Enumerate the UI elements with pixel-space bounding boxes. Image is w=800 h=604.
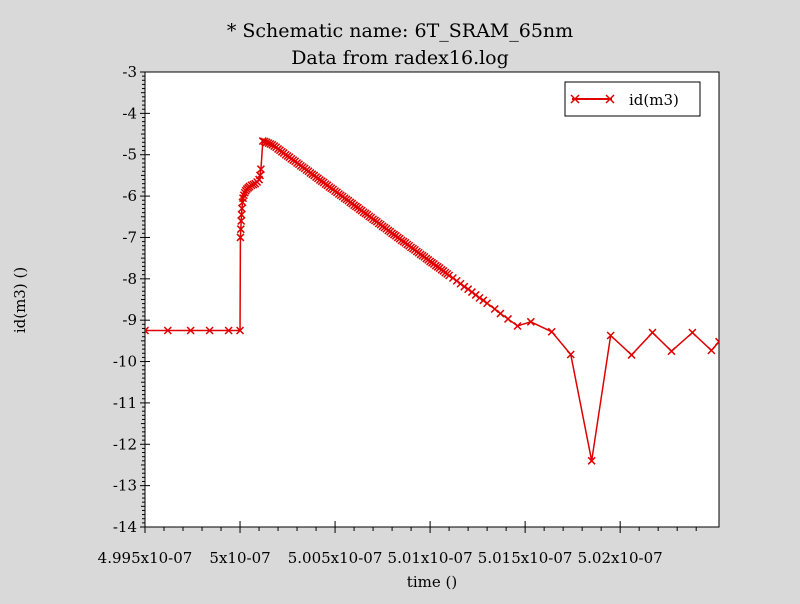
data-point [707,346,716,355]
data-point [496,309,505,318]
y-tick-label: -12 [113,435,137,453]
x-tick-label: 5.02x10-07 [578,549,663,567]
data-point [627,350,636,359]
data-point [255,171,265,180]
chart-subtitle: Data from radex16.log [291,47,509,69]
y-tick-label: -14 [113,518,137,536]
data-point [145,326,150,335]
legend-markers [570,94,615,104]
y-tick-label: -7 [122,228,137,246]
y-tick-label: -3 [122,63,137,81]
data-point [205,326,214,335]
data-point [475,293,484,302]
data-point [224,326,233,335]
data-point [513,321,522,331]
data-point [236,326,245,335]
data-point [240,188,249,197]
legend: id(m3) [564,81,701,117]
data-point [239,191,248,200]
y-tick-label: -13 [113,477,137,495]
data-point [526,317,535,326]
x-tick-label: 5.005x10-07 [288,549,383,567]
data-point [566,350,575,359]
data-point [256,165,265,174]
y-tick-label: -4 [122,104,137,122]
y-axis: -3 -4 -5 -6 -7 -8 -9 -10 -11 -12 -13 -14 [113,63,150,536]
y-tick-label: -6 [122,187,137,205]
legend-label: id(m3) [629,91,679,109]
plot-area [144,71,720,528]
data-point [445,271,454,280]
data-point [163,326,172,335]
data-point [237,216,246,225]
y-tick-label: -9 [122,311,137,329]
data-point [688,328,697,337]
y-tick-label: -11 [113,394,137,412]
y-tick-label: -10 [113,353,137,371]
data-point [547,327,556,336]
data-point [667,347,676,356]
legend-marker [605,94,615,104]
data-point [587,456,596,465]
data-point [714,337,719,346]
chart-title: * Schematic name: 6T_SRAM_65nm [227,20,573,42]
legend-box [564,81,701,117]
y-tick-label: -8 [122,270,137,288]
legend-marker [570,94,580,104]
x-tick-label: 5.01x10-07 [388,549,473,567]
data-point [460,282,469,291]
series-layer [145,137,719,465]
data-point [236,233,245,242]
data-point [237,210,246,219]
data-point [648,328,657,337]
x-tick-label: 4.995x10-07 [98,549,193,567]
x-tick-label: 5x10-07 [209,549,270,567]
y-axis-label: id(m3) () [11,267,29,333]
data-point [503,314,513,323]
data-point [483,299,492,308]
data-point [266,139,275,149]
data-point [186,326,195,335]
x-axis: 4.995x10-07 5x10-07 5.005x10-07 5.01x10-07 5… [98,521,697,567]
data-point [490,304,499,314]
x-axis-label: time () [407,573,457,591]
data-point [606,331,615,340]
y-tick-label: -5 [122,146,137,164]
x-tick-label: 5.015x10-07 [478,549,573,567]
data-point [236,225,245,234]
